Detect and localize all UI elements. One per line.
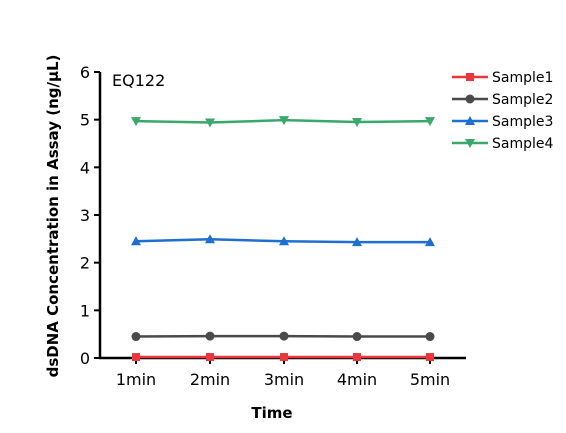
y-tick-label: 1 [80,301,90,320]
data-point [279,331,289,341]
x-tick-label: 5min [410,370,450,389]
x-tick-label: 4min [337,370,377,389]
ticks: 0 1 2 3 4 5 6 1min 2min 3min 4min 5min [80,63,450,389]
y-tick-label: 6 [80,63,90,82]
y-tick-label: 0 [80,349,90,368]
series-sample4 [131,116,435,128]
chart-annotation: EQ122 [112,71,165,90]
data-point [206,353,214,362]
data-point [352,237,362,247]
data-point [205,331,215,341]
data-point [205,234,215,244]
y-tick-label: 2 [80,254,90,273]
axes [98,72,466,360]
data-point [353,353,361,362]
data-point [131,236,141,246]
data-point [205,118,215,128]
legend: Sample1 Sample2 Sample3 Sample4 [452,70,553,152]
data-point [131,117,141,127]
x-tick-label: 1min [116,370,156,389]
series-sample3 [131,234,435,247]
y-tick-label: 3 [80,206,90,225]
y-tick-label: 5 [80,111,90,130]
x-tick-label: 3min [264,370,304,389]
legend-label: Sample3 [492,114,553,130]
series-sample2 [131,331,435,342]
x-axis-title: Time [251,404,292,422]
y-axis-title: dsDNA Concentration in Assay (ng/µL) [44,55,62,378]
legend-item-sample1: Sample1 [452,70,553,86]
y-tick-label: 4 [80,158,90,177]
legend-label: Sample2 [492,92,553,108]
series-sample1 [132,353,434,362]
data-point [425,332,435,342]
legend-label: Sample1 [492,70,553,86]
legend-marker [465,139,475,148]
legend-label: Sample4 [492,136,553,152]
data-point [425,117,435,127]
legend-item-sample3: Sample3 [452,114,553,130]
data-point [426,353,434,362]
x-tick-label: 2min [190,370,230,389]
data-point [280,353,288,362]
data-point [279,116,289,126]
data-point [352,118,362,128]
data-point [352,332,362,342]
legend-item-sample2: Sample2 [452,92,553,108]
data-point [131,332,141,342]
series-group [131,116,435,362]
legend-item-sample4: Sample4 [452,136,553,152]
legend-marker [465,94,475,104]
legend-marker [466,73,474,81]
data-point [425,237,435,247]
data-point [279,236,289,246]
legend-marker [465,116,475,125]
data-point [132,353,140,362]
